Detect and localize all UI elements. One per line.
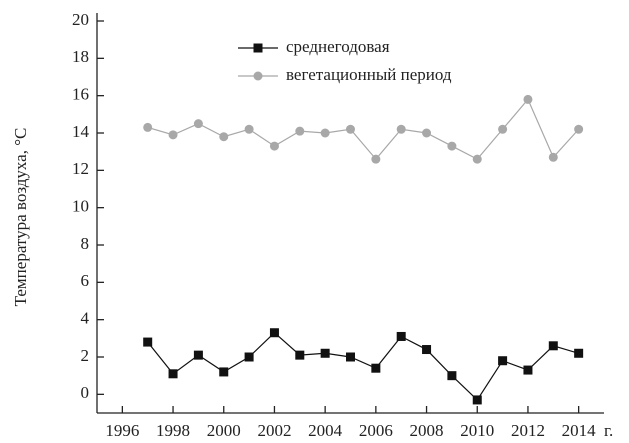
data-point [295, 126, 305, 136]
data-point [168, 369, 178, 379]
data-point [447, 141, 457, 151]
data-point [320, 348, 330, 358]
y-axis-label: Температура воздуха, °C [11, 128, 30, 307]
x-tick-label: 2010 [460, 421, 494, 440]
data-point [422, 128, 432, 138]
data-point [447, 371, 457, 381]
x-tick-label: 2014 [562, 421, 597, 440]
data-point [548, 152, 558, 162]
y-tick-label: 4 [81, 309, 90, 328]
data-point [523, 94, 533, 104]
x-axis-label: г. [604, 421, 613, 440]
data-point [498, 356, 508, 366]
x-tick-label: 2004 [308, 421, 343, 440]
legend-label: среднегодовая [286, 37, 390, 56]
legend-label: вегетационный период [286, 65, 452, 84]
series-line [147, 98, 580, 161]
y-tick-label: 2 [81, 346, 90, 365]
series-line [147, 331, 579, 401]
data-point [168, 130, 178, 140]
data-point [422, 345, 432, 355]
y-tick-label: 8 [81, 234, 90, 253]
x-tick-label: 1996 [105, 421, 139, 440]
x-tick-label: 2006 [359, 421, 393, 440]
y-tick-label: 0 [81, 383, 90, 402]
x-tick-label: 2002 [257, 421, 291, 440]
y-tick-label: 6 [81, 271, 90, 290]
x-tick-label: 2000 [207, 421, 241, 440]
data-point [269, 328, 279, 338]
data-point [219, 132, 229, 142]
data-point [371, 363, 381, 373]
y-tick-label: 16 [72, 85, 89, 104]
data-point [574, 348, 584, 358]
x-tick-label: 1998 [156, 421, 190, 440]
y-tick-label: 12 [72, 159, 89, 178]
y-tick-label: 20 [72, 10, 89, 29]
data-point [193, 119, 203, 129]
data-point [371, 154, 381, 164]
data-point [346, 124, 355, 134]
x-tick-label: 2008 [410, 421, 444, 440]
legend-marker [253, 43, 263, 53]
data-point [269, 141, 279, 151]
data-point [295, 350, 305, 360]
y-tick-label: 18 [72, 47, 89, 66]
x-tick-label: 2012 [511, 421, 545, 440]
y-tick-label: 14 [72, 122, 90, 141]
data-point [472, 154, 482, 164]
data-point [472, 395, 482, 405]
data-point [193, 350, 203, 360]
data-point [396, 124, 406, 134]
legend-marker [253, 71, 263, 81]
data-point [346, 352, 355, 362]
data-point [143, 337, 153, 347]
data-point [523, 365, 533, 375]
data-point [396, 331, 406, 341]
data-point [574, 124, 584, 134]
data-point [320, 128, 330, 138]
data-point [244, 124, 254, 134]
data-point [143, 122, 153, 132]
data-point [498, 124, 508, 134]
y-tick-label: 10 [72, 197, 89, 216]
data-point [244, 352, 254, 362]
data-point [548, 341, 558, 351]
data-point [219, 367, 229, 377]
